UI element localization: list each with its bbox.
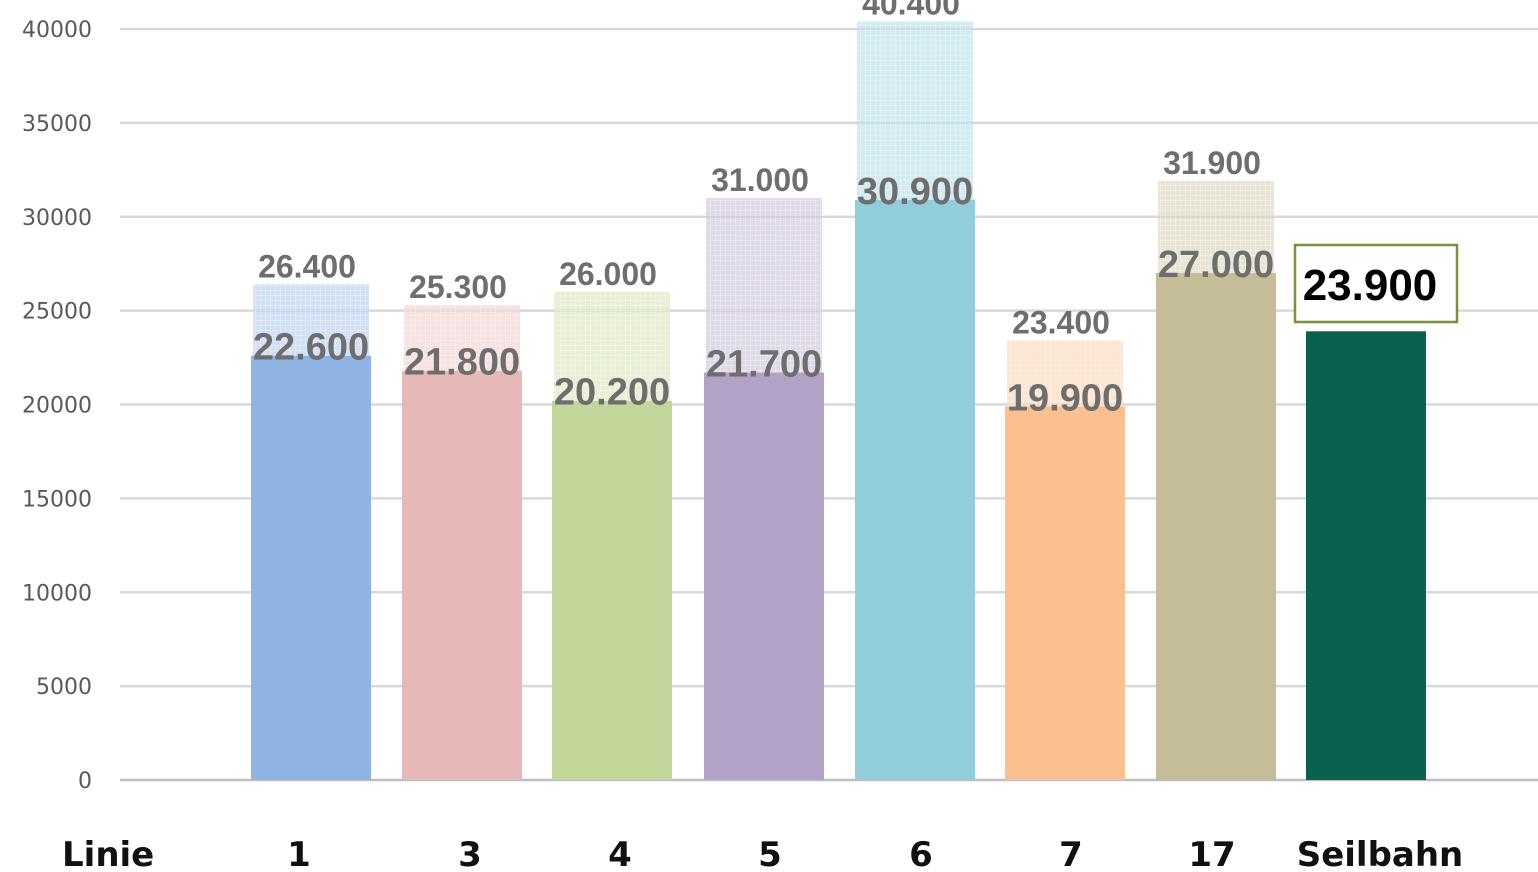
bar <box>552 400 672 780</box>
data-label: 23.900 <box>1303 261 1438 310</box>
y-tick-label: 25000 <box>22 300 92 325</box>
y-axis: 0 5000 10000 15000 20000 25000 30000 35000 40000 <box>22 18 92 794</box>
bar-upper-hatch <box>404 304 520 371</box>
bar <box>1156 273 1276 780</box>
bar-upper-hatch <box>857 21 973 200</box>
bar-upper-hatch <box>706 197 822 373</box>
bar <box>402 370 522 780</box>
x-tick-label: 5 <box>758 835 782 872</box>
bar <box>251 355 371 780</box>
x-tick-label: 7 <box>1059 835 1083 872</box>
y-tick-label: 30000 <box>22 206 92 231</box>
bar <box>704 372 824 780</box>
data-label-upper: 23.400 <box>1012 305 1110 341</box>
data-label-upper: 26.000 <box>559 256 657 292</box>
data-label-upper: 31.000 <box>711 162 809 198</box>
data-label-upper: 31.900 <box>1163 145 1261 181</box>
bar <box>855 199 975 781</box>
y-tick-label: 5000 <box>36 675 92 700</box>
bar-upper-hatch <box>1007 340 1123 407</box>
data-label-upper: 26.400 <box>258 248 356 284</box>
y-tick-label: 35000 <box>22 112 92 137</box>
highlight-label-box <box>1293 243 1459 324</box>
bars <box>251 21 1426 781</box>
data-label: 22.600 <box>253 327 369 369</box>
y-tick-label: 0 <box>78 769 92 794</box>
y-tick-label: 40000 <box>22 18 92 43</box>
bar-upper-hatch <box>1158 181 1274 274</box>
x-tick-label: 6 <box>909 835 933 872</box>
x-axis-label: Linie <box>62 835 154 872</box>
data-label: 30.900 <box>857 171 973 213</box>
data-label: 21.700 <box>706 344 822 386</box>
x-tick-label: 4 <box>608 835 632 872</box>
x-tick-label: 17 <box>1188 835 1235 872</box>
x-axis: Linie 1 3 4 5 6 7 17 Seilbahn <box>62 835 1463 872</box>
data-label-upper: 25.300 <box>409 269 507 305</box>
bar <box>1306 331 1426 780</box>
data-label: 27.000 <box>1158 244 1274 286</box>
x-tick-label: Seilbahn <box>1297 835 1464 872</box>
data-label: 21.800 <box>404 342 520 384</box>
data-label: 19.900 <box>1007 377 1123 419</box>
y-tick-label: 10000 <box>22 581 92 606</box>
data-label-upper: 40.400 <box>862 0 960 21</box>
y-tick-label: 20000 <box>22 394 92 419</box>
x-tick-label: 1 <box>287 835 311 872</box>
bar-upper-hatch <box>554 291 670 401</box>
data-labels: 22.600 26.400 21.800 25.300 20.200 26.000 21.7… <box>253 0 1459 419</box>
bar-upper-hatch <box>253 284 369 356</box>
bar <box>1005 406 1125 780</box>
x-tick-label: 3 <box>458 835 482 872</box>
y-tick-label: 15000 <box>22 487 92 512</box>
data-label: 20.200 <box>554 372 670 414</box>
